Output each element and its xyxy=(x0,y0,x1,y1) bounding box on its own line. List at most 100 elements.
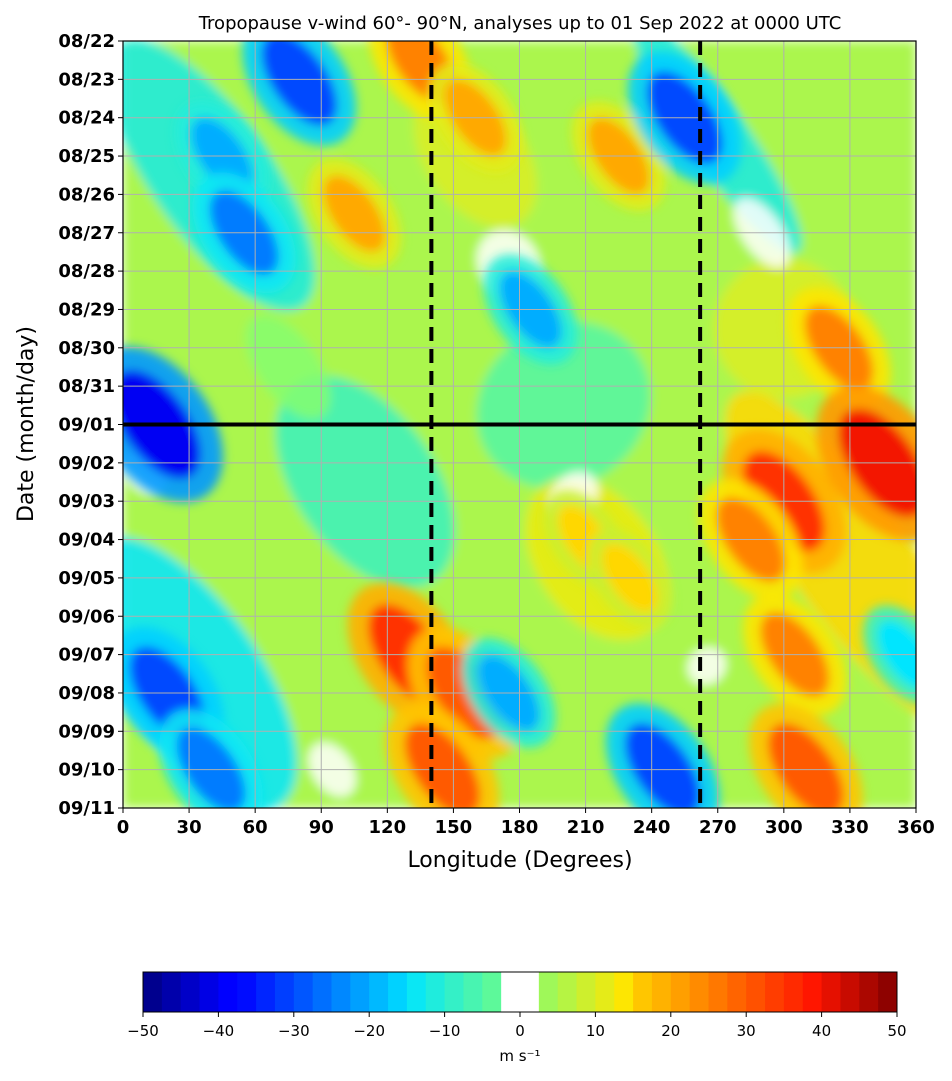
y-tick-label: 08/27 xyxy=(58,223,115,244)
colorbar-segment xyxy=(369,972,389,1012)
colorbar-segment xyxy=(689,972,709,1012)
colorbar-segment xyxy=(350,972,370,1012)
y-tick-label: 09/08 xyxy=(58,683,115,704)
y-tick-label: 09/02 xyxy=(58,453,115,474)
reference-lines xyxy=(123,41,916,808)
y-tick-label: 09/05 xyxy=(58,568,115,589)
y-tick-label: 08/29 xyxy=(58,299,115,320)
y-tick-label: 09/11 xyxy=(58,798,115,819)
colorbar-segment xyxy=(444,972,464,1012)
colorbar-segment xyxy=(840,972,860,1012)
y-tick-label: 08/31 xyxy=(58,376,115,397)
colorbar-segment xyxy=(651,972,672,1012)
x-tick-label: 90 xyxy=(309,817,334,838)
colorbar-tick-label: 10 xyxy=(586,1022,605,1040)
colorbar-segment xyxy=(727,972,747,1012)
colorbar-tick-label: 50 xyxy=(887,1022,906,1040)
colorbar-tick-label: 30 xyxy=(737,1022,756,1040)
colorbar-segment xyxy=(237,972,257,1012)
colorbar-segment xyxy=(501,972,521,1012)
colorbar-segment xyxy=(821,972,841,1012)
y-tick-label: 08/23 xyxy=(58,69,115,90)
y-tick-label: 08/30 xyxy=(58,338,115,359)
y-tick-label: 09/07 xyxy=(58,645,115,666)
colorbar-segment xyxy=(878,972,898,1012)
colorbar-tick-label: −50 xyxy=(127,1022,159,1040)
field-band xyxy=(687,647,727,685)
x-tick-label: 300 xyxy=(765,817,803,838)
colorbar-segment xyxy=(538,972,559,1012)
x-axis-ticks: 0 30 60 90 120 150 180 210 240 270 300 330 360 xyxy=(117,808,935,838)
chart-title: Tropopause v-wind 60°- 90°N, analyses up… xyxy=(198,13,842,34)
colorbar-segment xyxy=(293,972,314,1012)
x-tick-label: 270 xyxy=(699,817,737,838)
x-tick-label: 120 xyxy=(369,817,407,838)
y-tick-label: 08/26 xyxy=(58,184,115,205)
colorbar-segment xyxy=(256,972,276,1012)
colorbar-segment xyxy=(633,972,653,1012)
colorbar-segment xyxy=(406,972,427,1012)
colorbar-segment xyxy=(557,972,578,1012)
colorbar-segment xyxy=(783,972,804,1012)
y-tick-label: 08/24 xyxy=(58,108,115,129)
colorbar-segment xyxy=(859,972,879,1012)
y-tick-label: 09/01 xyxy=(58,415,115,436)
colorbar-segment xyxy=(199,972,219,1012)
x-tick-label: 180 xyxy=(501,817,539,838)
colorbar-segment xyxy=(161,972,182,1012)
colorbar-tick-label: −30 xyxy=(278,1022,310,1040)
x-tick-label: 330 xyxy=(831,817,869,838)
plot-area xyxy=(122,40,917,809)
colorbar-segment xyxy=(180,972,201,1012)
colorbar-segment xyxy=(576,972,596,1012)
x-tick-label: 360 xyxy=(897,817,935,838)
y-tick-label: 09/06 xyxy=(58,606,115,627)
field-band xyxy=(275,375,455,589)
colorbar-segment xyxy=(143,972,163,1012)
y-axis-ticks: 08/22 08/23 08/24 08/25 08/26 08/27 08/28 08/29… xyxy=(58,31,123,819)
colorbar-segment xyxy=(670,972,691,1012)
colorbar-tick-label: 40 xyxy=(812,1022,831,1040)
x-tick-label: 60 xyxy=(243,817,268,838)
colorbar-tick-label: 0 xyxy=(515,1022,525,1040)
colorbar-segment xyxy=(312,972,332,1012)
colorbar: −50 −40 −30 −20 −10 0 10 20 30 40 50 xyxy=(127,971,907,1040)
y-tick-label: 09/10 xyxy=(58,760,115,781)
colorbar-segment xyxy=(331,972,351,1012)
y-tick-label: 09/09 xyxy=(58,721,115,742)
y-tick-label: 08/22 xyxy=(58,31,115,52)
y-tick-label: 08/28 xyxy=(58,261,115,282)
y-axis-label: Date (month/day) xyxy=(14,326,39,522)
colorbar-segment xyxy=(614,972,634,1012)
x-tick-label: 30 xyxy=(177,817,202,838)
colorbar-tick-label: 20 xyxy=(661,1022,680,1040)
colorbar-segment xyxy=(520,972,540,1012)
x-tick-label: 150 xyxy=(435,817,473,838)
colorbar-tick-label: −40 xyxy=(203,1022,235,1040)
colorbar-segment xyxy=(425,972,446,1012)
colorbar-segment xyxy=(463,972,483,1012)
colorbar-segment xyxy=(595,972,615,1012)
x-tick-label: 210 xyxy=(567,817,605,838)
colorbar-segment xyxy=(218,972,238,1012)
x-axis-label: Longitude (Degrees) xyxy=(407,848,632,873)
colorbar-segment xyxy=(765,972,785,1012)
colorbar-segment xyxy=(274,972,295,1012)
heatmap-field xyxy=(123,41,916,808)
x-tick-label: 0 xyxy=(117,817,130,838)
colorbar-segment xyxy=(802,972,823,1012)
y-tick-label: 09/03 xyxy=(58,491,115,512)
y-tick-label: 08/25 xyxy=(58,146,115,167)
colorbar-tick-label: −20 xyxy=(353,1022,385,1040)
colorbar-segment xyxy=(746,972,766,1012)
colorbar-segment xyxy=(482,972,502,1012)
y-tick-label: 09/04 xyxy=(58,530,115,551)
colorbar-tick-label: −10 xyxy=(429,1022,461,1040)
field-band xyxy=(245,314,331,420)
colorbar-label: m s⁻¹ xyxy=(499,1047,540,1065)
x-tick-label: 240 xyxy=(633,817,671,838)
colorbar-segment xyxy=(708,972,728,1012)
colorbar-segment xyxy=(388,972,408,1012)
field-band xyxy=(476,321,651,489)
